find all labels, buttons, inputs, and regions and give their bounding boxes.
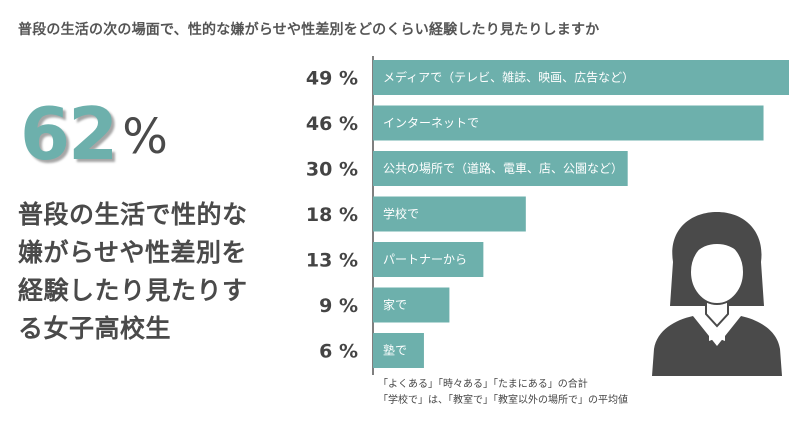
- bar-value-label: 46 %: [306, 113, 358, 135]
- highlight-line: 経験したり見たりす: [18, 276, 248, 305]
- highlight-number: 62: [20, 92, 118, 176]
- bar-value-label: 9 %: [319, 295, 358, 317]
- chart-title: 普段の生活の次の場面で、性的な嫌がらせや性差別をどのくらい経験したり見たりします…: [18, 22, 600, 38]
- bar: [373, 151, 628, 186]
- female-student-avatar-icon: [652, 212, 782, 376]
- bars-group: メディアで（テレビ、雑誌、映画、広告など） 49 % インターネットで 46 % 公共の…: [306, 56, 789, 375]
- bar: [373, 242, 484, 277]
- highlight-caption: 普段の生活で性的な 嫌がらせや性差別を 経験したり見たりす る女子高校生: [18, 196, 288, 348]
- highlight-line: 普段の生活で性的な: [18, 200, 248, 229]
- bar-value-label: 49 %: [306, 68, 358, 90]
- bar-value-label: 13 %: [306, 250, 358, 272]
- bar-category-label: パートナーから: [383, 253, 467, 267]
- highlight-stat: 62%: [20, 98, 168, 170]
- bar-category-label: インターネットで: [383, 116, 479, 130]
- bar: [373, 60, 789, 95]
- highlight-unit: %: [122, 109, 168, 165]
- highlight-line: 嫌がらせや性差別を: [18, 238, 248, 267]
- bar-category-label: 家で: [383, 297, 407, 312]
- note-line: 「よくある」「時々ある」「たまにある」の合計: [378, 379, 588, 390]
- chart-notes: 「よくある」「時々ある」「たまにある」の合計 「学校で」は、「教室で」「教室以外…: [378, 377, 628, 409]
- note-line: 「学校で」は、「教室で」「教室以外の場所で」の平均値: [378, 395, 628, 406]
- bar-value-label: 6 %: [319, 341, 358, 363]
- bar: [373, 333, 424, 368]
- bar: [373, 196, 526, 232]
- highlight-line: る女子高校生: [18, 314, 172, 343]
- bar-value-label: 18 %: [306, 204, 358, 226]
- bar: [373, 105, 764, 141]
- bar-value-label: 30 %: [306, 159, 358, 181]
- bar-category-label: 公共の場所で（道路、電車、店、公園など）: [383, 161, 623, 176]
- bar: [373, 287, 450, 323]
- bar-category-label: メディアで（テレビ、雑誌、映画、広告など）: [383, 70, 634, 85]
- bar-category-label: 学校で: [383, 206, 419, 221]
- bar-category-label: 塾で: [383, 343, 407, 358]
